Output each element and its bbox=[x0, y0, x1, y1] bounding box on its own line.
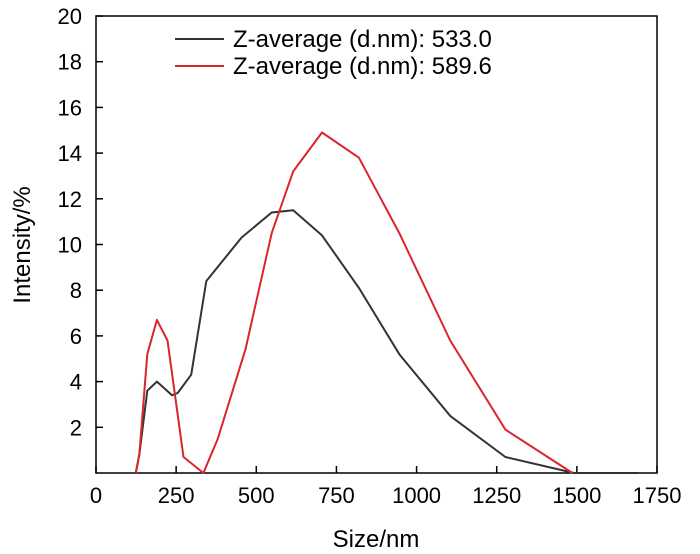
y-tick-label: 4 bbox=[70, 370, 82, 395]
x-tick-label: 1500 bbox=[552, 483, 601, 508]
y-tick-label: 8 bbox=[70, 278, 82, 303]
x-axis-ticks: 0 250 500 750 1000 1250 1500 1750 bbox=[90, 466, 682, 508]
x-tick-label: 750 bbox=[318, 483, 355, 508]
x-tick-label: 1000 bbox=[392, 483, 441, 508]
x-tick-label: 0 bbox=[90, 483, 102, 508]
y-tick-label: 20 bbox=[58, 4, 82, 29]
series-line-2 bbox=[134, 131, 573, 474]
y-axis-ticks: 2 4 6 8 10 12 14 16 18 20 bbox=[58, 4, 103, 440]
legend-label-series-2: Z-average (d.nm): 589.6 bbox=[233, 53, 492, 80]
y-tick-label: 2 bbox=[70, 415, 82, 440]
y-tick-label: 14 bbox=[58, 141, 82, 166]
x-tick-label: 500 bbox=[238, 483, 275, 508]
y-tick-label: 6 bbox=[70, 324, 82, 349]
y-tick-label: 12 bbox=[58, 187, 82, 212]
y-tick-label: 10 bbox=[58, 233, 82, 258]
y-tick-label: 18 bbox=[58, 50, 82, 75]
x-tick-label: 1250 bbox=[472, 483, 521, 508]
plot-area-frame bbox=[95, 15, 658, 474]
series-lines bbox=[134, 131, 639, 474]
x-axis-title: Size/nm bbox=[333, 526, 420, 553]
y-axis-title: Intensity/% bbox=[9, 186, 36, 303]
y-tick-label: 16 bbox=[58, 95, 82, 120]
series-line-1 bbox=[134, 209, 639, 474]
legend: Z-average (d.nm): 533.0 Z-average (d.nm)… bbox=[175, 26, 492, 80]
legend-label-series-1: Z-average (d.nm): 533.0 bbox=[233, 26, 492, 53]
x-tick-label: 1750 bbox=[633, 483, 682, 508]
x-tick-label: 250 bbox=[158, 483, 195, 508]
